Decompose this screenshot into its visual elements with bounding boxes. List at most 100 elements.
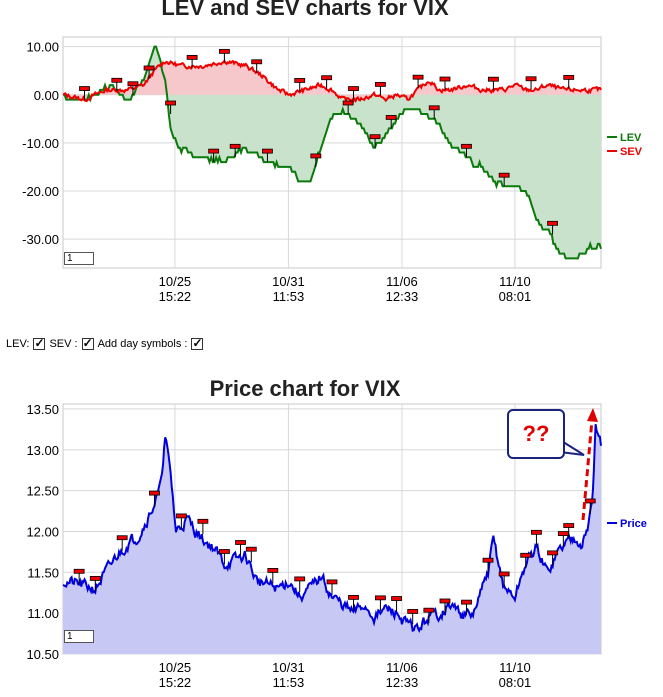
y-tick-label-1-5: 11.00 <box>27 606 59 621</box>
x-tick-date-1-1: 10/31 <box>272 660 305 675</box>
day-marker-1-24 <box>557 531 569 536</box>
day-marker-0-15 <box>348 86 359 91</box>
day-marker-0-4 <box>165 100 177 106</box>
day-marker-1-0 <box>73 568 85 574</box>
day-marker-1-15 <box>407 609 419 614</box>
x-tick-date-0-3: 11/10 <box>499 274 531 289</box>
day-marker-1-8 <box>245 546 257 552</box>
day-marker-1-17 <box>439 598 451 604</box>
day-marker-0-12 <box>310 153 322 159</box>
lev-sev-zoom-input[interactable]: 1 <box>64 252 94 265</box>
day-marker-1-23 <box>547 550 558 556</box>
day-marker-1-25 <box>563 523 575 528</box>
day-marker-1-14 <box>391 596 402 601</box>
day-symbols-checkbox[interactable] <box>191 336 204 350</box>
day-marker-0-24 <box>498 172 510 178</box>
x-tick-date-0-1: 10/31 <box>272 274 305 289</box>
sev-toggle-label: SEV : <box>49 338 78 350</box>
day-marker-1-12 <box>348 594 359 600</box>
legend-sev-label: SEV <box>620 146 643 158</box>
price-area <box>63 424 601 654</box>
day-marker-0-5 <box>186 55 198 60</box>
day-marker-0-6 <box>208 148 220 154</box>
day-marker-0-19 <box>412 74 424 80</box>
price-zoom-input[interactable]: 1 <box>64 630 94 643</box>
x-tick-time-1-2: 12:33 <box>386 675 419 690</box>
y-tick-label-0-3: -20.00 <box>22 184 59 199</box>
day-marker-0-1 <box>111 77 123 83</box>
y-tick-label-1-1: 13.00 <box>26 443 59 458</box>
day-marker-1-5 <box>197 518 209 524</box>
y-tick-label-1-4: 11.50 <box>27 565 59 580</box>
day-marker-0-8 <box>229 143 241 149</box>
y-tick-label-0-1: 0.00 <box>34 88 59 103</box>
day-marker-1-22 <box>531 529 542 535</box>
lev-line <box>63 45 602 260</box>
day-marker-1-3 <box>149 490 160 496</box>
lev-toggle-label: LEV: <box>6 338 30 350</box>
day-marker-0-0 <box>79 86 90 91</box>
day-marker-0-27 <box>563 75 575 80</box>
x-tick-time-1-1: 11:53 <box>273 675 305 690</box>
y-tick-label-0-0: 10.00 <box>26 40 59 55</box>
day-marker-0-21 <box>439 76 451 82</box>
x-tick-time-0-3: 08:01 <box>499 289 532 304</box>
day-marker-0-20 <box>428 105 440 111</box>
sev-line <box>62 58 602 103</box>
day-marker-0-10 <box>262 148 273 154</box>
day-marker-0-17 <box>375 82 386 87</box>
day-marker-1-13 <box>375 595 386 601</box>
x-tick-time-0-0: 15:22 <box>159 289 192 304</box>
x-tick-time-0-2: 12:33 <box>386 289 419 304</box>
day-marker-0-13 <box>321 75 333 81</box>
day-marker-0-25 <box>525 76 537 82</box>
day-marker-0-16 <box>369 134 381 140</box>
lev-checkbox[interactable] <box>33 336 46 350</box>
day-marker-1-16 <box>423 607 435 613</box>
x-tick-date-1-2: 11/06 <box>386 660 418 675</box>
dashed-arrow-shaft <box>581 419 594 521</box>
day-marker-1-20 <box>498 571 510 577</box>
price-line <box>62 424 602 633</box>
sev-area <box>63 60 601 102</box>
y-tick-label-1-6: 10.50 <box>26 647 59 662</box>
day-marker-1-2 <box>116 535 128 541</box>
lev-sev-chart-title: LEV and SEV charts for VIX <box>161 0 449 20</box>
day-marker-0-11 <box>294 78 306 83</box>
day-marker-0-9 <box>251 59 263 65</box>
day-marker-0-22 <box>461 143 472 149</box>
day-marker-1-1 <box>89 575 101 581</box>
day-marker-1-21 <box>520 552 532 558</box>
y-tick-label-1-2: 12.50 <box>26 484 59 499</box>
day-marker-0-18 <box>385 115 397 120</box>
legend-lev-label: LEV <box>620 132 642 144</box>
lev-area <box>63 46 601 259</box>
day-marker-1-10 <box>294 576 306 582</box>
day-marker-1-26 <box>584 498 596 504</box>
x-tick-date-0-2: 11/06 <box>386 274 418 289</box>
dashed-arrow-head <box>587 408 598 422</box>
x-tick-date-0-0: 10/25 <box>159 274 192 289</box>
series-controls: LEV: SEV : Add day symbols : <box>6 336 205 350</box>
price-chart-title: Price chart for VIX <box>209 376 401 401</box>
day-marker-1-9 <box>267 568 279 573</box>
day-marker-1-4 <box>175 513 187 519</box>
legend-price-label: Price <box>620 518 647 530</box>
x-tick-date-1-3: 11/10 <box>499 660 531 675</box>
x-tick-date-1-0: 10/25 <box>159 660 192 675</box>
day-symbols-label: Add day symbols : <box>97 338 188 350</box>
day-marker-1-6 <box>218 549 230 554</box>
day-marker-0-14 <box>342 100 354 106</box>
x-tick-time-1-0: 15:22 <box>159 675 192 690</box>
question-annotation: ?? <box>507 409 565 459</box>
day-marker-0-2 <box>127 81 139 87</box>
y-tick-label-0-4: -30.00 <box>22 232 59 247</box>
day-marker-0-3 <box>143 65 155 71</box>
day-marker-0-26 <box>547 220 558 226</box>
day-marker-1-18 <box>461 599 472 605</box>
day-marker-1-11 <box>326 579 338 585</box>
day-marker-1-19 <box>482 557 494 563</box>
sev-checkbox[interactable] <box>81 336 94 350</box>
x-tick-time-1-3: 08:01 <box>499 675 532 690</box>
